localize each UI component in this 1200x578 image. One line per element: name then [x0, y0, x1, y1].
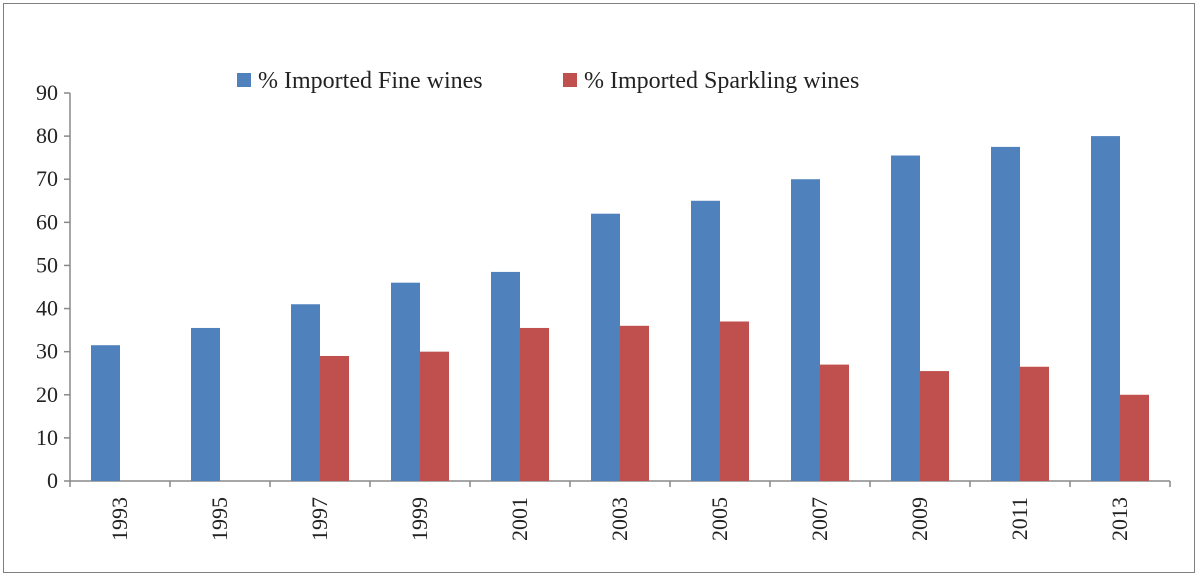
x-tick-label: 2009	[907, 497, 932, 541]
bar-sparkling-wines-2005	[720, 321, 749, 481]
x-tick-label: 2007	[807, 497, 832, 541]
y-tick-label: 50	[36, 252, 58, 277]
bar-fine-wines-2001	[491, 271, 520, 481]
y-tick-label: 90	[36, 80, 58, 105]
x-tick-label: 1995	[207, 497, 232, 541]
y-tick-label: 0	[47, 468, 58, 493]
legend-label-fine-wines: % Imported Fine wines	[258, 68, 483, 94]
legend: % Imported Fine wines % Imported Sparkli…	[237, 68, 859, 94]
x-tick-label: 2011	[1007, 497, 1032, 540]
bar-sparkling-wines-2011	[1020, 366, 1049, 481]
bars	[91, 136, 1149, 481]
x-tick-label: 2005	[707, 497, 732, 541]
x-tick-label: 2001	[507, 497, 532, 541]
y-tick-label: 30	[36, 339, 58, 364]
x-tick-label: 1999	[407, 497, 432, 541]
bar-sparkling-wines-1997	[320, 355, 349, 481]
y-tick-label: 20	[36, 382, 58, 407]
bar-fine-wines-2003	[591, 213, 620, 481]
y-tick-label: 60	[36, 209, 58, 234]
bar-fine-wines-1993	[91, 345, 120, 481]
tick-labels: 0 10 20 30 40 50 60 70 80 90 1993 1995 1997 1999 2001 2…	[36, 80, 1132, 541]
legend-swatch-sparkling-wines	[563, 73, 577, 87]
bar-sparkling-wines-2007	[820, 364, 849, 481]
y-tick-label: 40	[36, 296, 58, 321]
bar-sparkling-wines-2009	[920, 371, 949, 481]
bar-fine-wines-2005	[691, 200, 720, 481]
y-tick-label: 80	[36, 123, 58, 148]
bar-sparkling-wines-1999	[420, 351, 449, 481]
bar-fine-wines-1997	[291, 304, 320, 481]
bar-sparkling-wines-2003	[620, 325, 649, 481]
legend-label-sparkling-wines: % Imported Sparkling wines	[584, 68, 859, 94]
x-tick-label: 2013	[1107, 497, 1132, 541]
bar-fine-wines-2009	[891, 155, 920, 481]
bar-fine-wines-1999	[391, 282, 420, 481]
x-tick-label: 1993	[107, 497, 132, 541]
legend-swatch-fine-wines	[237, 73, 251, 87]
x-tick-label: 2003	[607, 497, 632, 541]
bar-sparkling-wines-2001	[520, 327, 549, 481]
bar-fine-wines-2007	[791, 179, 820, 481]
bar-sparkling-wines-2013	[1120, 394, 1149, 481]
bar-fine-wines-1995	[191, 327, 220, 481]
bar-fine-wines-2013	[1091, 136, 1120, 481]
y-tick-label: 10	[36, 425, 58, 450]
y-tick-label: 70	[36, 166, 58, 191]
bar-fine-wines-2011	[991, 146, 1020, 481]
x-tick-label: 1997	[307, 497, 332, 541]
